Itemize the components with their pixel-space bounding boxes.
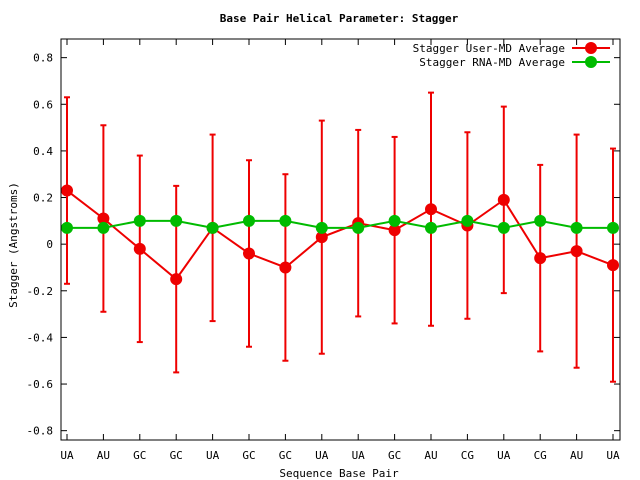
y-tick-label: -0.6	[27, 378, 54, 391]
y-tick-label: -0.8	[27, 425, 54, 438]
y-tick-label: 0.2	[33, 192, 53, 205]
chart-title: Base Pair Helical Parameter: Stagger	[220, 12, 459, 25]
y-tick-label: -0.2	[27, 285, 54, 298]
data-point-user-md	[133, 242, 146, 255]
data-point-user-md	[279, 261, 292, 274]
data-point-rna-md	[243, 214, 255, 227]
x-tick-label: UA	[315, 449, 329, 462]
data-point-rna-md	[352, 221, 365, 234]
data-point-rna-md	[461, 214, 474, 227]
data-point-rna-md	[315, 221, 328, 234]
y-tick-label: 0.4	[33, 145, 53, 158]
x-tick-label: GC	[133, 449, 146, 462]
data-point-rna-md	[425, 221, 437, 234]
y-tick-label: 0.8	[33, 52, 53, 65]
data-point-user-md	[170, 273, 183, 286]
data-point-rna-md	[170, 214, 183, 227]
x-tick-label: CG	[534, 449, 547, 462]
data-point-rna-md	[206, 221, 219, 234]
legend-label-rna-md: Stagger RNA-MD Average	[419, 56, 565, 69]
x-tick-label: AU	[424, 449, 437, 462]
x-tick-label: CG	[461, 449, 474, 462]
x-tick-label: GC	[388, 449, 401, 462]
y-tick-label: 0	[46, 238, 53, 251]
x-tick-label: AU	[97, 449, 110, 462]
data-point-rna-md	[570, 221, 583, 234]
x-axis-label: Sequence Base Pair	[279, 467, 399, 480]
data-point-user-md	[61, 184, 73, 197]
x-tick-label: UA	[606, 449, 620, 462]
data-point-user-md	[497, 193, 510, 206]
data-point-user-md	[607, 259, 619, 272]
data-point-rna-md	[534, 214, 547, 227]
x-tick-label: UA	[497, 449, 511, 462]
x-tick-label: AU	[570, 449, 583, 462]
data-point-user-md	[425, 203, 437, 216]
data-point-rna-md	[607, 221, 619, 234]
legend-label-user-md: Stagger User-MD Average	[413, 42, 565, 55]
legend-marker-user-md	[585, 42, 597, 54]
x-tick-label: UA	[352, 449, 366, 462]
x-tick-label: GC	[242, 449, 255, 462]
data-point-rna-md	[61, 221, 73, 234]
legend-marker-rna-md	[585, 56, 597, 68]
data-point-rna-md	[133, 214, 146, 227]
y-tick-label: -0.4	[27, 331, 54, 344]
data-point-user-md	[570, 245, 583, 258]
plot-frame	[60, 38, 621, 441]
data-point-rna-md	[279, 214, 292, 227]
plot-area: -0.8 -0.6 -0.4 -0.2 0 0.2 0.4 0.6 0.8 UA AU GC GC UA G…	[27, 39, 620, 462]
data-point-user-md	[534, 252, 547, 265]
data-point-rna-md	[388, 214, 401, 227]
x-tick-label: UA	[206, 449, 220, 462]
series-line-user-md	[66, 189, 614, 281]
y-axis-label: Stagger (Angstroms)	[7, 182, 20, 308]
data-point-rna-md	[497, 221, 510, 234]
x-tick-label: GC	[170, 449, 183, 462]
data-point-rna-md	[97, 221, 110, 234]
x-tick-label: GC	[279, 449, 292, 462]
data-point-user-md	[243, 247, 255, 260]
x-tick-label: UA	[60, 449, 74, 462]
series-line-rna-md	[67, 219, 613, 229]
y-tick-label: 0.6	[33, 98, 53, 111]
